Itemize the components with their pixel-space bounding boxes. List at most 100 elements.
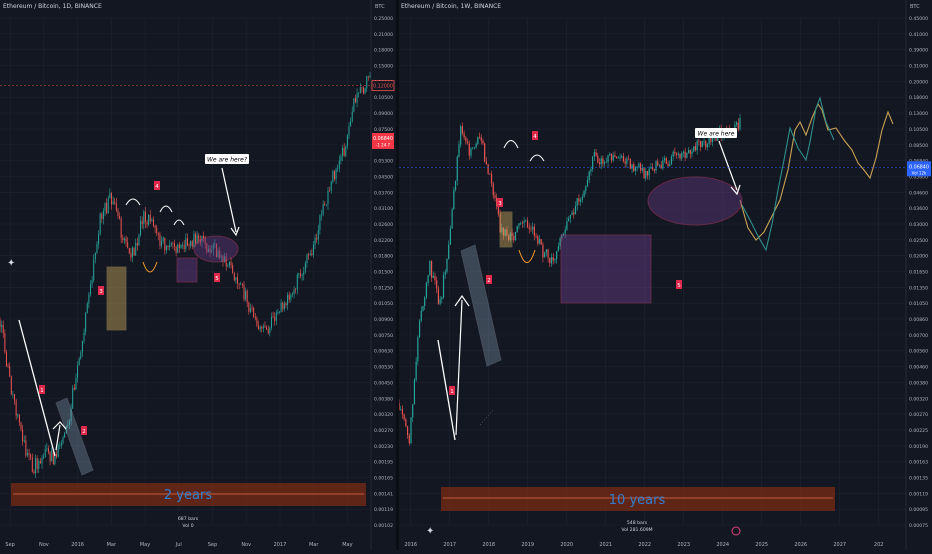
candle xyxy=(235,277,237,281)
time-tick-label: Mar xyxy=(309,542,319,548)
candle xyxy=(710,136,712,143)
top-arc xyxy=(503,140,519,149)
price-tick-label: 0.05300 xyxy=(374,159,393,165)
price-tick-label: 0.25000 xyxy=(374,16,393,22)
price-tick-label: 0.02200 xyxy=(374,238,393,244)
step-badge-label: 2 xyxy=(487,278,491,284)
candle xyxy=(59,445,61,447)
candle xyxy=(33,471,35,474)
step-badge xyxy=(532,131,538,140)
candle xyxy=(436,280,438,289)
candle xyxy=(321,214,323,216)
candle xyxy=(523,221,525,224)
candle xyxy=(133,247,135,256)
price-tick-label: 0.00141 xyxy=(374,491,393,497)
candle xyxy=(335,169,337,180)
candle xyxy=(296,274,298,290)
price-tick-label: 0.02500 xyxy=(909,238,928,244)
candle xyxy=(664,158,666,161)
candle xyxy=(162,237,164,241)
candle xyxy=(246,290,248,303)
bars-label: 687 bars xyxy=(178,516,199,522)
candle xyxy=(670,156,673,165)
vol-label: Vol 281.609M xyxy=(621,527,652,533)
candle xyxy=(211,250,213,252)
annotation-arrow-head xyxy=(230,226,240,237)
candle xyxy=(23,440,25,442)
candle xyxy=(453,189,455,210)
candle xyxy=(167,246,169,248)
candle xyxy=(93,259,95,281)
candle xyxy=(660,164,662,169)
time-tick-label: Jul xyxy=(175,542,182,548)
top-arc xyxy=(173,219,185,226)
candle xyxy=(638,163,640,167)
candle xyxy=(119,215,121,219)
down-arrow-line xyxy=(437,339,456,441)
candle xyxy=(306,254,308,264)
candle xyxy=(418,320,421,338)
candle xyxy=(675,153,678,155)
candle xyxy=(301,275,303,276)
candle xyxy=(665,158,667,164)
candle xyxy=(602,158,604,164)
annotation-arrow-line xyxy=(221,167,237,233)
candle xyxy=(624,161,626,164)
candle xyxy=(345,146,347,156)
tradingview-logo-icon: ✦ xyxy=(7,258,15,269)
candle xyxy=(429,261,431,276)
candle xyxy=(135,242,137,256)
candle xyxy=(513,235,515,241)
candle xyxy=(169,244,171,248)
step-badge xyxy=(497,198,503,207)
price-tick-label: 0.00119 xyxy=(374,507,393,513)
candle xyxy=(152,219,154,226)
bars-label: 548 bars xyxy=(627,520,648,526)
candle xyxy=(60,442,62,446)
candle xyxy=(482,140,484,144)
candle xyxy=(492,183,494,196)
price-tick-label: 0.09000 xyxy=(374,111,393,117)
candle xyxy=(217,250,219,258)
candle xyxy=(241,283,243,285)
candle xyxy=(631,164,633,169)
candle xyxy=(196,235,198,244)
candle xyxy=(251,307,253,309)
price-marker-box xyxy=(371,80,395,92)
candle xyxy=(353,98,355,112)
candle xyxy=(228,262,230,266)
price-tick-label: 0.01650 xyxy=(909,270,928,276)
candle xyxy=(643,168,645,179)
candle xyxy=(175,246,177,253)
time-tick-label: 2018 xyxy=(482,542,495,548)
candle xyxy=(254,316,256,319)
candle xyxy=(245,290,247,300)
candle xyxy=(442,274,445,298)
candle xyxy=(304,263,306,272)
candle xyxy=(340,156,342,161)
candle xyxy=(559,238,561,247)
candle xyxy=(70,408,72,422)
candle xyxy=(415,361,417,380)
candle xyxy=(62,437,64,443)
candle xyxy=(508,235,510,240)
candle xyxy=(451,209,453,229)
candle xyxy=(91,280,93,285)
candle xyxy=(49,452,51,462)
candle xyxy=(361,87,363,88)
candle xyxy=(410,417,412,444)
candle xyxy=(85,312,87,333)
candle xyxy=(605,162,607,163)
top-arc xyxy=(125,198,141,206)
candle xyxy=(99,213,101,235)
projection-gold-path xyxy=(739,102,894,241)
candle xyxy=(576,198,578,206)
candle xyxy=(359,87,361,94)
price-tick-label: 0.00270 xyxy=(909,412,928,418)
candle xyxy=(538,239,541,244)
candle xyxy=(504,229,506,236)
price-tick-label: 0.18000 xyxy=(374,48,393,54)
candle xyxy=(78,358,80,366)
